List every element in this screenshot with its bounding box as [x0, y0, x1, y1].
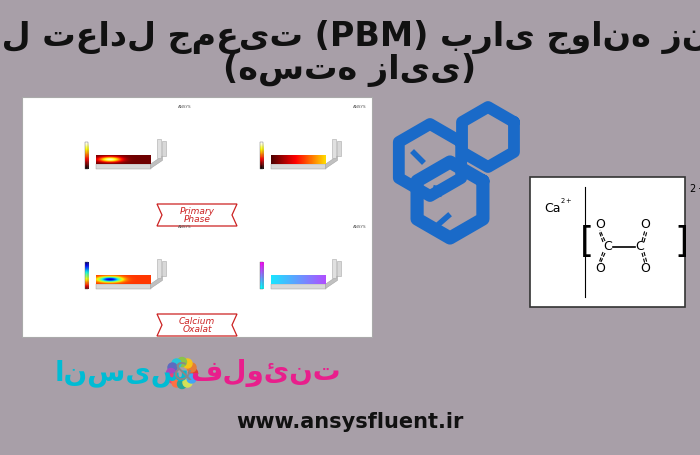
- FancyBboxPatch shape: [530, 177, 685, 307]
- Text: $^{2+}$: $^{2+}$: [560, 198, 573, 208]
- Bar: [85, 142, 88, 168]
- Circle shape: [183, 378, 192, 387]
- Circle shape: [187, 374, 196, 383]
- Text: www.ansysfluent.ir: www.ansysfluent.ir: [237, 412, 463, 432]
- Text: C: C: [636, 241, 645, 253]
- Circle shape: [167, 369, 176, 378]
- Polygon shape: [271, 284, 326, 288]
- Circle shape: [168, 374, 177, 383]
- Polygon shape: [96, 164, 150, 168]
- Bar: [332, 258, 336, 278]
- Text: $^{2-}$: $^{2-}$: [689, 184, 700, 198]
- Circle shape: [172, 359, 181, 368]
- Polygon shape: [150, 156, 162, 168]
- FancyBboxPatch shape: [22, 97, 372, 337]
- Text: Phase: Phase: [183, 216, 211, 224]
- Bar: [337, 261, 341, 276]
- Circle shape: [188, 369, 197, 378]
- Polygon shape: [271, 164, 326, 168]
- Circle shape: [178, 358, 186, 366]
- Text: C: C: [603, 241, 612, 253]
- Text: O: O: [595, 263, 605, 275]
- Bar: [260, 142, 263, 168]
- Circle shape: [178, 379, 186, 389]
- Polygon shape: [326, 276, 337, 288]
- Text: Oxalat: Oxalat: [182, 325, 211, 334]
- Text: ANSYS: ANSYS: [353, 225, 367, 229]
- Bar: [332, 139, 336, 158]
- Text: Ca: Ca: [544, 202, 561, 216]
- Text: مدل تعادل جمعیت (PBM) برای جوانه زنی: مدل تعادل جمعیت (PBM) برای جوانه زنی: [0, 20, 700, 54]
- Circle shape: [183, 359, 192, 368]
- Text: O: O: [640, 263, 650, 275]
- Polygon shape: [157, 204, 237, 226]
- Bar: [157, 258, 161, 278]
- Polygon shape: [150, 276, 162, 288]
- Text: ANSYS: ANSYS: [353, 105, 367, 109]
- Bar: [162, 141, 166, 157]
- Polygon shape: [157, 314, 237, 336]
- Polygon shape: [96, 284, 150, 288]
- Text: O: O: [595, 218, 605, 232]
- Text: ANSYS: ANSYS: [178, 225, 192, 229]
- Circle shape: [187, 363, 196, 372]
- Circle shape: [172, 378, 181, 387]
- Circle shape: [168, 363, 177, 372]
- Text: &: &: [172, 361, 192, 385]
- Bar: [157, 139, 161, 158]
- Bar: [162, 261, 166, 276]
- Text: O: O: [640, 218, 650, 232]
- Bar: [337, 141, 341, 157]
- Text: Calcium: Calcium: [179, 317, 215, 325]
- Text: Primary: Primary: [179, 207, 214, 216]
- Text: ]: ]: [674, 225, 688, 259]
- Text: انسیس: انسیس: [55, 359, 190, 387]
- Bar: [260, 262, 263, 288]
- Bar: [85, 262, 88, 288]
- Text: [: [: [580, 225, 594, 259]
- Text: فلوئنت: فلوئنت: [190, 359, 340, 387]
- Text: (هسته زایی): (هسته زایی): [223, 53, 477, 87]
- Polygon shape: [326, 156, 337, 168]
- Text: ANSYS: ANSYS: [178, 105, 192, 109]
